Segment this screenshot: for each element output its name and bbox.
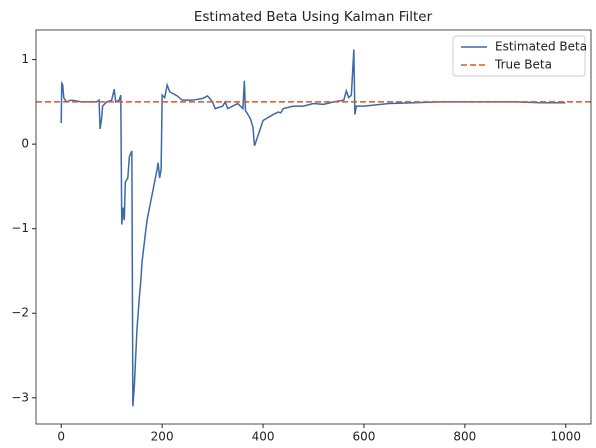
- x-tick-label: 200: [151, 430, 174, 444]
- x-tick-label: 600: [353, 430, 376, 444]
- y-tick-label: −3: [11, 390, 29, 404]
- x-tick-label: 1000: [550, 430, 581, 444]
- x-tick-label: 800: [453, 430, 476, 444]
- legend: Estimated Beta True Beta: [452, 35, 587, 77]
- legend-label: True Beta: [494, 58, 552, 72]
- legend-box: [452, 35, 586, 77]
- x-tick-label: 400: [252, 430, 275, 444]
- plot-frame: [35, 29, 592, 425]
- y-tick-label: 1: [21, 52, 29, 66]
- line: [60, 49, 566, 407]
- chart-title: Estimated Beta Using Kalman Filter: [194, 9, 433, 25]
- y-tick-label: −2: [11, 306, 29, 320]
- x-tick-label: 0: [57, 430, 65, 444]
- y-tick-label: 0: [21, 137, 29, 151]
- legend-label: Estimated Beta: [495, 40, 587, 54]
- y-tick-label: −1: [11, 221, 29, 235]
